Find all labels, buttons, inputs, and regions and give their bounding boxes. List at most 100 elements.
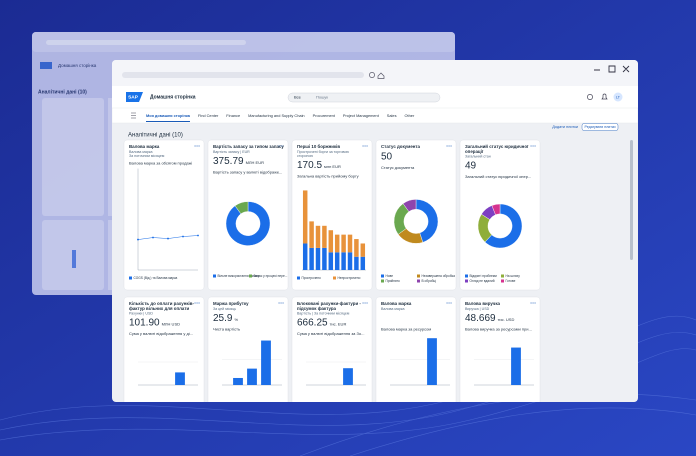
section-title: Аналітичні дані (10): [128, 133, 183, 139]
legend-label: Нове: [386, 274, 394, 278]
bar-segment: [302, 190, 308, 244]
shell-title[interactable]: Домашня сторінка: [150, 94, 196, 100]
card-title: Загальний статус юридичної: [465, 144, 529, 149]
chart-title: Валова марка за ресурсом: [381, 326, 431, 331]
search-placeholder[interactable]: Пошук: [316, 95, 328, 100]
card-subtitle: Рахунки | USD: [129, 312, 153, 316]
legend-swatch: [129, 276, 132, 280]
bar-segment: [309, 247, 314, 270]
kpi-unit: тис. USD: [498, 317, 515, 322]
card[interactable]: [459, 139, 541, 291]
bar-segment: [334, 234, 340, 253]
legend-swatch: [465, 274, 468, 278]
window-controls[interactable]: [594, 65, 630, 73]
kpi-value: 375.79: [213, 156, 244, 167]
card[interactable]: [375, 139, 457, 291]
line-point: [197, 234, 199, 237]
card-subtitle: стороною: [297, 154, 313, 158]
bar-segment: [315, 247, 321, 270]
card[interactable]: [207, 139, 289, 291]
legend-label: В обробці: [422, 279, 437, 283]
help-icon[interactable]: [587, 94, 593, 100]
bar-segment: [302, 243, 308, 270]
bar-segment: [328, 252, 334, 270]
card-content: Блоковані рахунки-фактури -підсумок факт…: [297, 301, 368, 386]
legend-label: Готове: [506, 279, 516, 283]
card[interactable]: [123, 139, 205, 291]
bar-segment: [322, 225, 327, 248]
back-logo: [40, 62, 52, 69]
tab[interactable]: Sales: [387, 113, 397, 118]
bell-icon[interactable]: [601, 93, 608, 100]
card-content: Вартість запасу за типом запасу Вартість …: [213, 144, 287, 278]
bar-segment: [328, 230, 334, 253]
tab[interactable]: Project Management: [343, 113, 380, 118]
card[interactable]: [375, 296, 457, 407]
card-title: Вартість запасу за типом запасу: [213, 144, 284, 149]
tab[interactable]: Find Center: [198, 113, 219, 118]
edit-tiles[interactable]: Редагувати плитки: [584, 125, 615, 129]
tabs: Моя домашня сторінка Find Center Finance Ma…: [146, 113, 415, 122]
add-tiles[interactable]: Додати плитки: [552, 125, 578, 129]
kpi-unit: МЛН USD: [162, 322, 181, 327]
bar-segment: [347, 252, 353, 270]
menu-icon[interactable]: [131, 112, 136, 119]
avatar[interactable]: [613, 92, 623, 102]
line-point: [167, 237, 169, 240]
home-icon[interactable]: [377, 72, 385, 79]
card-title: операції: [465, 149, 484, 154]
bar: [427, 338, 437, 385]
avatar-initials[interactable]: LT: [616, 95, 621, 99]
card-title: фактур вільних для оплати: [129, 306, 190, 311]
address-bar[interactable]: [122, 72, 364, 78]
legend-swatch: [501, 274, 504, 278]
legend-swatch: [381, 274, 384, 278]
scrollbar[interactable]: [630, 140, 633, 260]
card-title: Валова марка: [129, 144, 160, 149]
chart-title: Вартість запасу у валюті відображе...: [213, 169, 282, 174]
card-content: Статус документа 50 Статус документа Нове Не…: [381, 144, 455, 283]
search-box[interactable]: [287, 92, 441, 103]
tab[interactable]: Моя домашня сторінка: [146, 113, 191, 118]
bar: [261, 340, 271, 385]
search-scope[interactable]: Все: [294, 95, 302, 100]
tab-bar: [112, 107, 638, 124]
chart-title: Сума у валюті відображення у ді...: [129, 331, 193, 336]
search-icon[interactable]: [369, 72, 375, 78]
bar: [233, 377, 243, 385]
card-content: Кількість до оплати рахунків-фактур віль…: [129, 301, 200, 386]
kpi-unit: %: [234, 317, 238, 322]
chart-title: Чиста вартість: [213, 326, 240, 331]
card-subtitle: Вартість | За поточним місяцем: [297, 312, 350, 316]
kpi-value: 25.9: [213, 313, 233, 324]
tab[interactable]: Other: [405, 113, 415, 118]
legend-swatch: [465, 279, 468, 283]
kpi-unit: млн EUR: [324, 164, 341, 169]
line-point: [137, 238, 139, 241]
card-content: Загальний статус юридичноїопераціїЗагаль…: [465, 144, 536, 283]
bar-segment: [360, 243, 366, 257]
back-section: Аналітичні дані (10): [38, 89, 87, 95]
tab[interactable]: Manufacturing and Supply Chain: [248, 113, 304, 118]
logo: SAP: [128, 94, 139, 100]
chart-title: Загальний статус юридичної опер...: [465, 174, 531, 179]
card-subtitle: Валова марка: [381, 307, 405, 311]
tab[interactable]: Procurement: [313, 113, 336, 118]
legend-swatch: [417, 274, 420, 278]
card-subtitle: Загальний стан: [465, 155, 491, 159]
donut-segment: [225, 201, 271, 246]
legend-swatch: [381, 279, 384, 283]
waves: [0, 315, 696, 456]
card-subtitle: Виручка | USD: [465, 307, 490, 311]
bar-segment: [341, 234, 346, 253]
kpi-unit: МЛН EUR: [246, 160, 265, 165]
card-title: Статус документа: [381, 144, 421, 149]
bar-segment: [347, 234, 353, 253]
edit-tiles-button[interactable]: [581, 123, 619, 131]
back-card: [108, 98, 112, 216]
card-subtitle: Валова марка: [129, 150, 153, 154]
tab[interactable]: Finance: [226, 113, 240, 118]
